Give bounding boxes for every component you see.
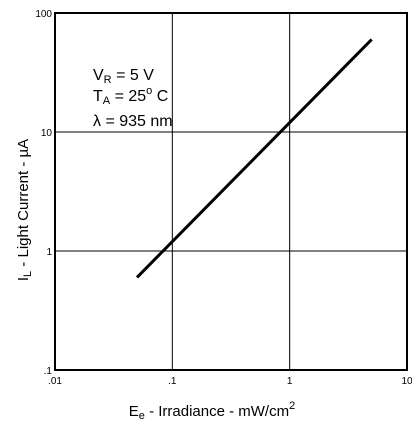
y-tick-label: 100 — [35, 9, 52, 20]
x-tick-label: 1 — [287, 376, 293, 387]
annotation-ta-subscript: A — [103, 95, 111, 107]
series-line — [135, 38, 373, 279]
annotation-ta-value: = 25 — [110, 88, 146, 105]
annotation-wavelength: λ = 935 nm — [93, 113, 173, 130]
annotation-ta-degree: o — [146, 85, 152, 97]
annotation-ta-symbol: T — [93, 88, 103, 105]
x-axis-label: Ee - Irradiance - mW/cm2 — [129, 400, 295, 422]
x-tick-label: .1 — [168, 376, 177, 387]
x-axis-label-superscript: 2 — [289, 400, 295, 412]
series — [135, 38, 373, 279]
annotation-vr-subscript: R — [104, 74, 112, 86]
annotation-ambient-temperature: TA = 25o C — [93, 85, 168, 107]
x-axis-label-text: - Irradiance - mW/cm — [145, 403, 289, 420]
y-axis-label-symbol: I — [15, 277, 32, 281]
x-tick-label: 10 — [401, 376, 412, 387]
y-axis-label-subscript: L — [22, 271, 34, 277]
grid — [54, 12, 408, 371]
y-axis-label-text: - Light Current - µA — [15, 139, 32, 271]
y-tick-label: .1 — [44, 366, 53, 377]
annotation-reverse-voltage: VR = 5 V — [93, 67, 154, 86]
y-tick-label: 10 — [41, 128, 53, 139]
annotation-vr-value: = 5 V — [112, 67, 155, 84]
x-tick-label: .01 — [48, 376, 62, 387]
y-axis-label: IL - Light Current - µA — [15, 139, 34, 281]
plot-frame — [54, 12, 408, 371]
x-axis-label-subscript: e — [139, 410, 145, 422]
y-tick-label: 1 — [46, 247, 52, 258]
x-axis-label-symbol: E — [129, 403, 139, 420]
annotation-ta-unit: C — [152, 88, 168, 105]
annotation-vr-symbol: V — [93, 67, 104, 84]
